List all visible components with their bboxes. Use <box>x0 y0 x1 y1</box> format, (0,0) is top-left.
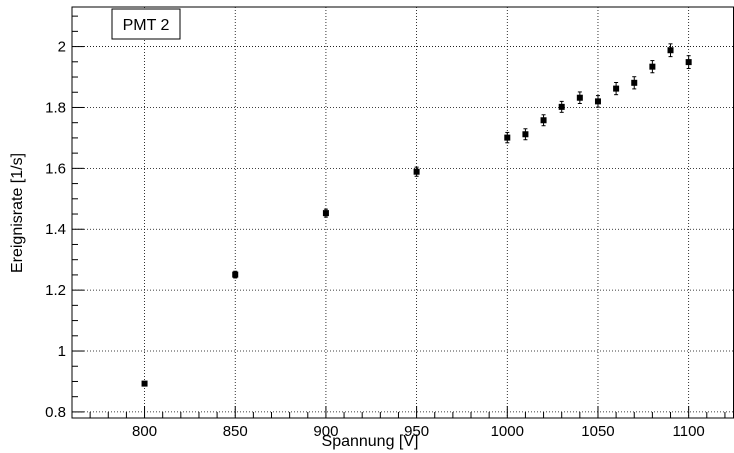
x-tick-label: 1100 <box>673 423 705 440</box>
data-point <box>232 270 239 279</box>
data-point <box>576 91 583 105</box>
x-tick-label: 800 <box>132 423 157 440</box>
y-tick-label: 1.4 <box>45 221 66 238</box>
data-point <box>649 60 656 74</box>
x-tick-label: 1000 <box>491 423 524 440</box>
plot-frame <box>71 6 734 419</box>
data-point <box>522 128 529 141</box>
data-marker <box>594 98 601 105</box>
tick-labels: 800 850 900 950 1000 1050 1100 0.8 1 1.2 1.4 1.6 1.8… <box>45 39 705 440</box>
data-point <box>685 55 692 69</box>
y-tick-label: 1.8 <box>45 99 66 116</box>
data-marker <box>540 117 547 124</box>
data-point <box>413 166 420 177</box>
x-tick-label: 1050 <box>581 423 614 440</box>
y-tick-label: 1.6 <box>45 160 66 177</box>
data-points <box>141 43 692 387</box>
legend: PMT 2 <box>111 8 181 40</box>
axis-ticks <box>71 15 726 418</box>
x-axis-label: Spannung [V] <box>322 433 419 450</box>
data-point <box>504 131 511 144</box>
y-tick-label: 0.8 <box>45 404 66 421</box>
data-marker <box>522 131 529 138</box>
data-point <box>667 43 674 58</box>
data-marker <box>667 47 674 54</box>
data-marker <box>504 134 511 141</box>
data-point <box>558 100 565 113</box>
data-point <box>594 95 601 108</box>
data-marker <box>685 59 692 66</box>
data-point <box>613 82 620 96</box>
data-point <box>322 208 329 218</box>
x-tick-label: 900 <box>313 423 338 440</box>
data-marker <box>322 210 329 217</box>
data-marker <box>649 63 656 70</box>
y-tick-label: 2 <box>58 39 66 56</box>
data-marker <box>413 168 420 175</box>
grid <box>72 7 734 418</box>
data-point <box>141 380 148 387</box>
y-tick-label: 1.2 <box>45 282 66 299</box>
data-point <box>540 114 547 127</box>
x-tick-label: 850 <box>223 423 248 440</box>
legend-box <box>111 8 181 40</box>
data-marker <box>576 94 583 101</box>
data-marker <box>232 271 239 278</box>
data-marker <box>631 79 638 86</box>
y-axis-label: Ereignisrate [1/s] <box>9 153 26 273</box>
data-marker <box>558 103 565 110</box>
legend-label: PMT 2 <box>123 17 170 34</box>
x-tick-label: 950 <box>404 423 429 440</box>
data-marker <box>613 85 620 92</box>
y-tick-label: 1 <box>58 343 66 360</box>
data-point <box>631 76 638 90</box>
data-marker <box>141 380 148 387</box>
